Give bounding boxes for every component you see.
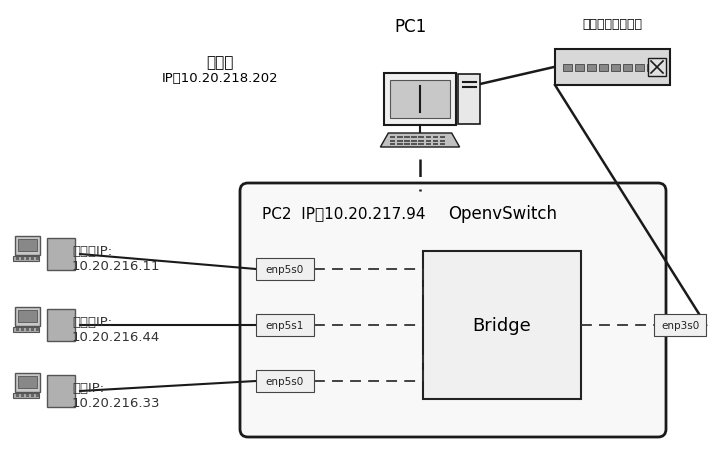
Bar <box>15 236 40 256</box>
Text: enp3s0: enp3s0 <box>661 320 699 330</box>
Bar <box>433 140 438 142</box>
Bar <box>31 328 34 331</box>
Bar <box>18 310 37 322</box>
Bar <box>13 327 39 332</box>
Bar <box>31 257 34 260</box>
Bar <box>47 239 75 270</box>
Bar <box>16 257 19 260</box>
Bar <box>256 314 314 336</box>
Bar <box>440 137 446 139</box>
Bar <box>440 144 446 146</box>
Bar <box>397 144 402 146</box>
Bar <box>16 394 19 397</box>
Text: 10.20.216.33: 10.20.216.33 <box>72 396 161 409</box>
Bar <box>418 140 424 142</box>
Bar <box>647 65 656 72</box>
Bar <box>384 74 456 126</box>
Text: IP：10.20.218.202: IP：10.20.218.202 <box>162 72 279 85</box>
Bar <box>404 140 410 142</box>
Bar <box>623 65 632 72</box>
Text: Bridge: Bridge <box>472 316 531 334</box>
Bar <box>26 257 29 260</box>
Bar <box>256 258 314 280</box>
Bar <box>423 252 581 399</box>
Bar <box>635 65 644 72</box>
Bar <box>440 140 446 142</box>
Bar <box>458 75 480 125</box>
FancyBboxPatch shape <box>240 184 666 437</box>
Bar <box>599 65 608 72</box>
Bar <box>411 144 417 146</box>
Bar <box>426 140 431 142</box>
Text: 控制器: 控制器 <box>207 55 234 70</box>
Text: 本科生IP:: 本科生IP: <box>72 315 112 328</box>
Text: 连接外网的交换机: 连接外网的交换机 <box>582 18 642 31</box>
Bar <box>15 308 40 326</box>
Bar <box>31 394 34 397</box>
Text: enp5s0: enp5s0 <box>266 376 304 386</box>
Bar <box>426 137 431 139</box>
Bar <box>47 375 75 407</box>
Bar <box>13 257 39 262</box>
Bar <box>15 373 40 392</box>
Polygon shape <box>380 134 459 148</box>
Bar <box>26 394 29 397</box>
Bar <box>433 137 438 139</box>
Bar <box>426 144 431 146</box>
Bar <box>555 50 670 86</box>
Bar <box>26 328 29 331</box>
Text: 教师IP:: 教师IP: <box>72 381 104 394</box>
Bar <box>36 394 39 397</box>
Bar <box>611 65 620 72</box>
Bar <box>390 81 449 118</box>
Bar <box>397 137 402 139</box>
Bar <box>404 144 410 146</box>
Bar <box>418 137 424 139</box>
Bar <box>411 137 417 139</box>
Bar <box>648 59 666 77</box>
Bar <box>36 328 39 331</box>
Bar <box>18 376 37 388</box>
Bar <box>21 328 24 331</box>
Text: PC2  IP：10.20.217.94: PC2 IP：10.20.217.94 <box>262 206 426 221</box>
Bar <box>47 309 75 341</box>
Bar <box>16 328 19 331</box>
Bar <box>654 314 706 336</box>
Text: 研究生IP:: 研究生IP: <box>72 245 112 257</box>
Text: enp5s1: enp5s1 <box>266 320 304 330</box>
Bar <box>587 65 596 72</box>
Bar <box>404 137 410 139</box>
Text: 10.20.216.44: 10.20.216.44 <box>72 330 161 343</box>
Bar <box>256 370 314 392</box>
Text: PC1: PC1 <box>394 18 426 36</box>
Bar <box>411 140 417 142</box>
Text: enp5s0: enp5s0 <box>266 264 304 274</box>
Bar <box>390 144 395 146</box>
Bar <box>390 140 395 142</box>
Bar <box>418 144 424 146</box>
Text: OpenvSwitch: OpenvSwitch <box>448 205 557 223</box>
Text: 10.20.216.11: 10.20.216.11 <box>72 259 161 272</box>
Bar <box>21 394 24 397</box>
Bar <box>575 65 584 72</box>
Bar <box>18 240 37 252</box>
Bar <box>390 137 395 139</box>
Bar <box>433 144 438 146</box>
Bar <box>397 140 402 142</box>
Bar <box>36 257 39 260</box>
Bar <box>21 257 24 260</box>
Bar <box>563 65 572 72</box>
Bar <box>13 393 39 398</box>
